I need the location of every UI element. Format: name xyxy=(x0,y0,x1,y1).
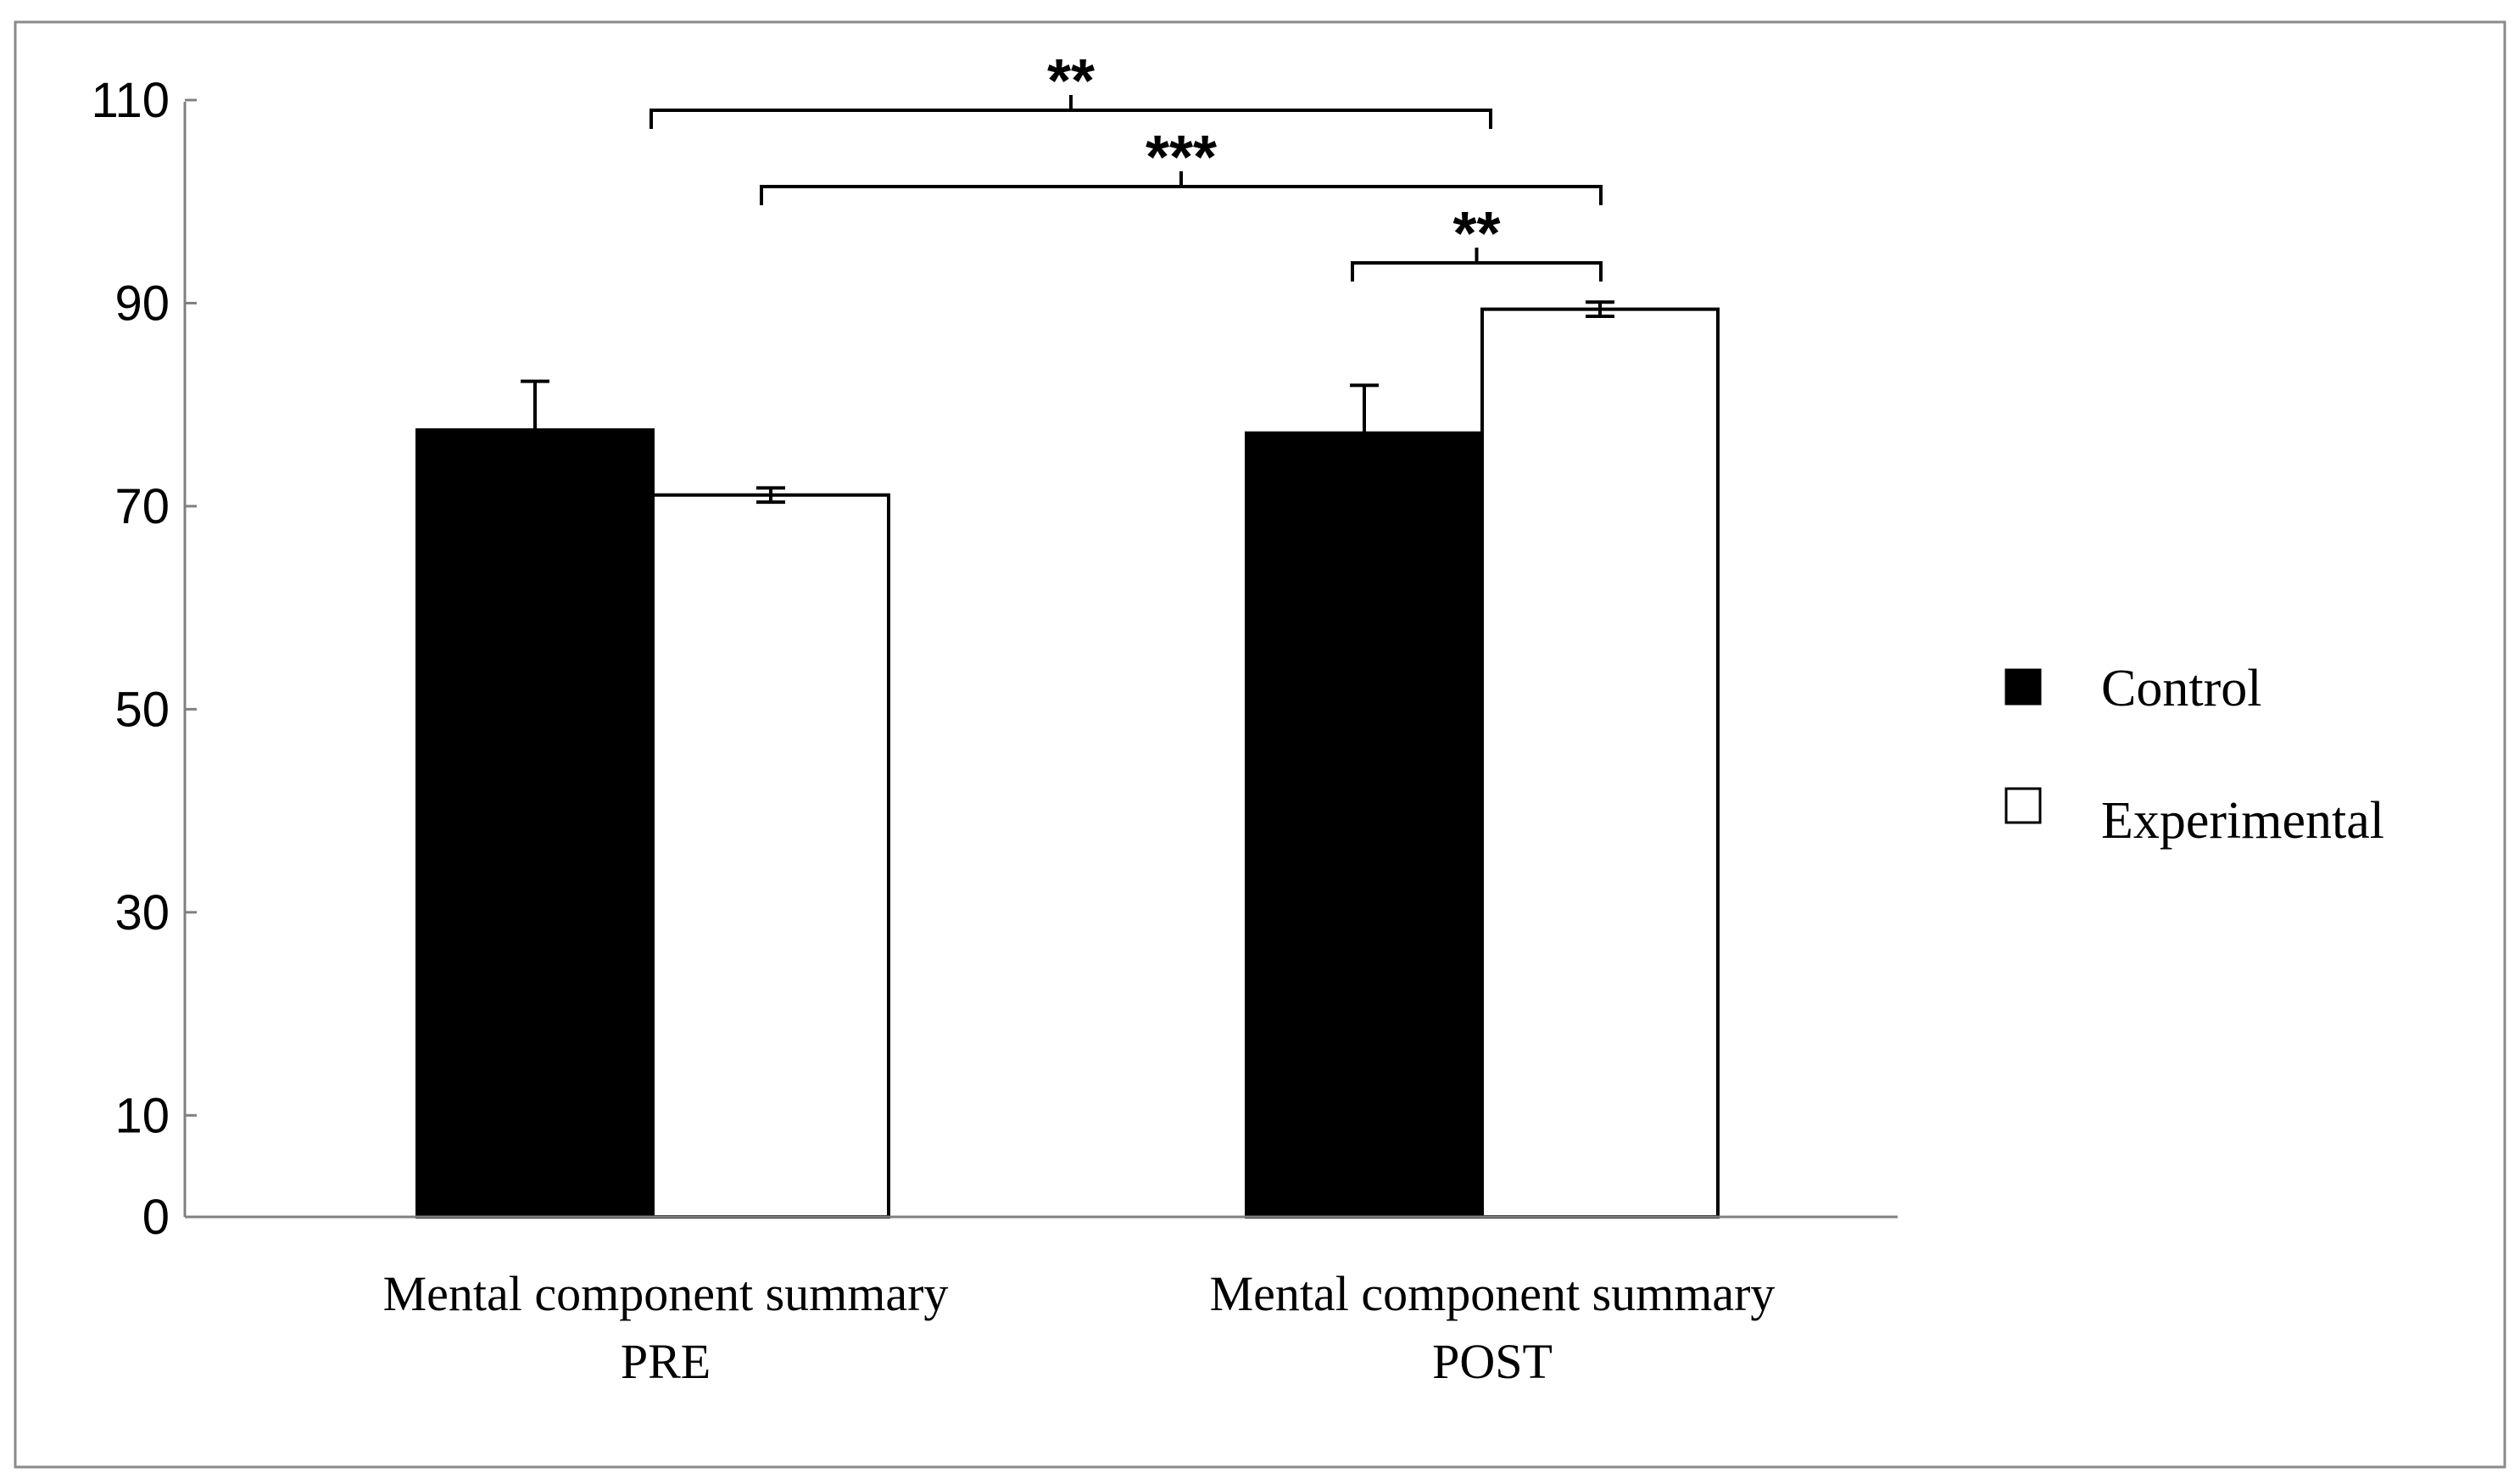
significance-label: *** xyxy=(1146,124,1217,192)
category-label-line1: Mental component summary xyxy=(383,1266,949,1321)
y-tick-label: 110 xyxy=(92,73,170,128)
significance-bracket xyxy=(1351,248,1603,282)
error-bars xyxy=(521,300,1614,505)
significance-bracket xyxy=(650,95,1492,129)
legend: Control Experimental xyxy=(2004,660,2384,850)
significance-brackets: ******* xyxy=(650,47,1603,282)
significance-label: ** xyxy=(1452,200,1500,268)
legend-label-control: Control xyxy=(2101,660,2261,717)
y-tick-label: 50 xyxy=(114,682,170,737)
legend-swatch-experimental xyxy=(2004,787,2042,824)
category-label-line2: PRE xyxy=(621,1334,711,1389)
y-tick-label: 0 xyxy=(142,1190,170,1245)
significance-label: ** xyxy=(1047,47,1095,115)
bar-experimental xyxy=(1480,307,1720,1219)
legend-label-experimental: Experimental xyxy=(2101,792,2384,850)
category-label-line2: POST xyxy=(1432,1334,1553,1389)
y-axis-ticks: 0 10 30 50 70 90 110 xyxy=(92,73,197,1245)
bars xyxy=(415,307,1720,1219)
bar-control xyxy=(415,428,655,1219)
y-tick-label: 30 xyxy=(114,885,170,940)
bar-control xyxy=(1245,431,1484,1219)
bar-experimental xyxy=(651,493,890,1219)
y-tick-label: 70 xyxy=(114,479,170,534)
y-tick-label: 90 xyxy=(114,276,170,331)
category-label-line1: Mental component summary xyxy=(1210,1266,1776,1321)
legend-swatch-control xyxy=(2004,668,2042,706)
significance-bracket xyxy=(760,171,1603,205)
y-tick-label: 10 xyxy=(114,1088,170,1143)
